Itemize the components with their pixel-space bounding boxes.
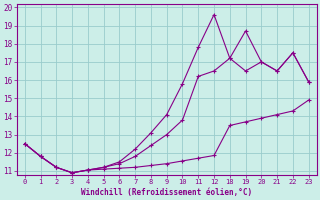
X-axis label: Windchill (Refroidissement éolien,°C): Windchill (Refroidissement éolien,°C) — [81, 188, 252, 197]
